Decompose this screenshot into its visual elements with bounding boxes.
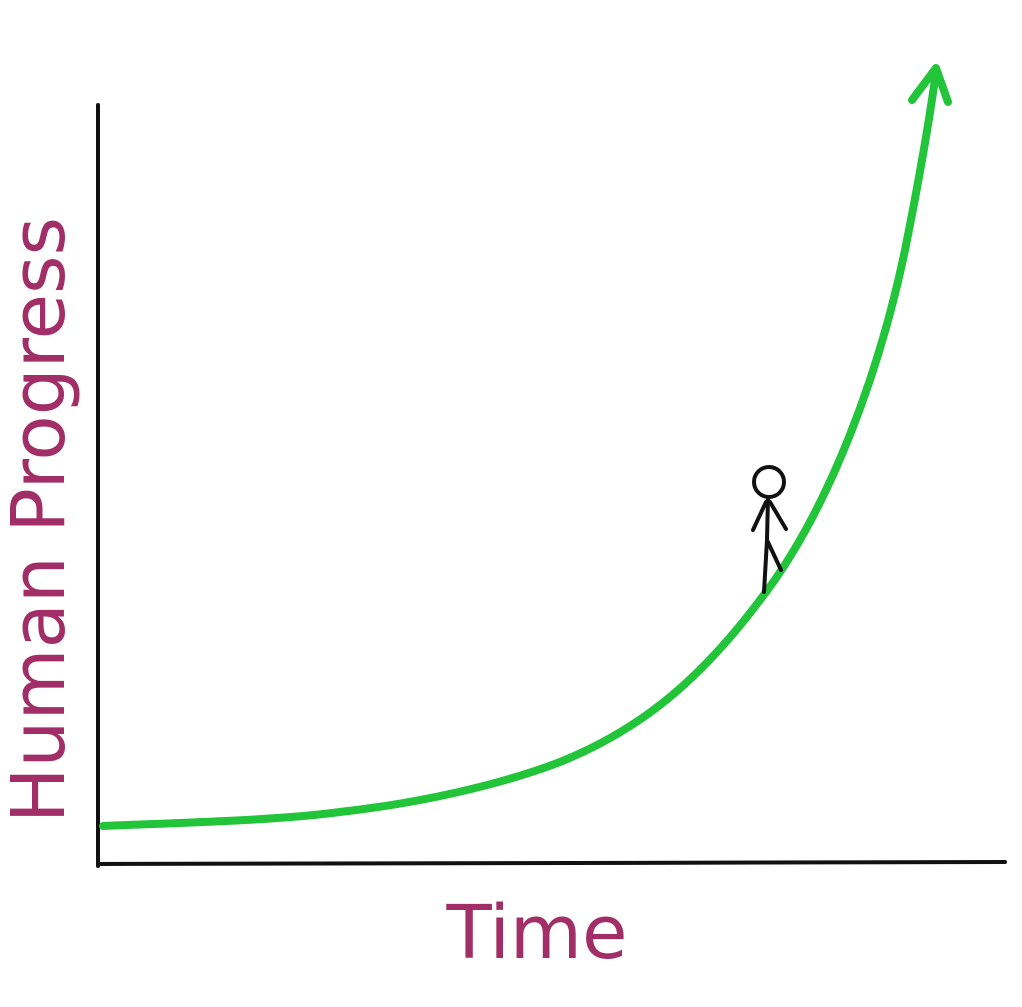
stick-figure-left-leg bbox=[762, 538, 769, 594]
progress-curve bbox=[99, 68, 940, 830]
x-axis-label: Time bbox=[445, 890, 627, 976]
y-axis-label: Human Progress bbox=[0, 217, 82, 823]
stick-figure-right-leg bbox=[765, 538, 783, 572]
stick-figure-icon bbox=[751, 465, 788, 594]
stick-figure-body bbox=[765, 495, 770, 542]
stick-figure-left-arm bbox=[751, 500, 768, 532]
stick-figure-head bbox=[752, 465, 786, 499]
x-axis bbox=[96, 860, 1007, 866]
stick-figure-right-arm bbox=[768, 500, 788, 531]
arrowhead-icon bbox=[908, 64, 952, 106]
